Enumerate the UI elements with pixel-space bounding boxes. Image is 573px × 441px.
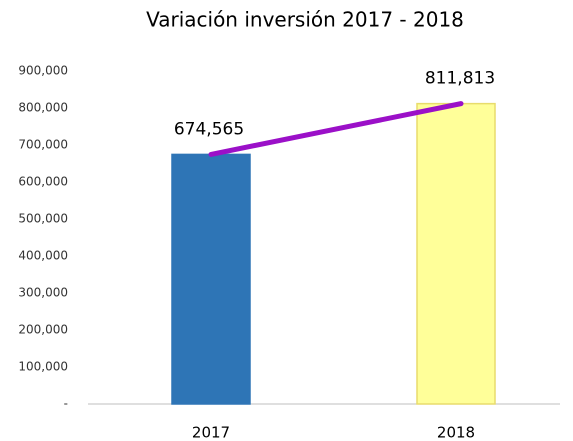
trend-line [208, 101, 464, 157]
y-tick-label: 100,000 [18, 360, 68, 374]
y-tick-label: 400,000 [18, 249, 68, 263]
bar [416, 102, 496, 405]
y-tick-label: 900,000 [18, 64, 68, 78]
y-tick-label: 600,000 [18, 175, 68, 189]
x-tick-label: 2018 [437, 424, 475, 441]
y-tick-label: 700,000 [18, 138, 68, 152]
x-tick-label: 2017 [192, 424, 230, 441]
y-tick-label: 200,000 [18, 323, 68, 337]
y-tick-label: - [64, 397, 68, 411]
chart-title: Variación inversión 2017 - 2018 [146, 8, 464, 32]
y-tick-label: 800,000 [18, 101, 68, 115]
data-label: 674,565 [174, 119, 244, 139]
data-label: 811,813 [425, 69, 495, 89]
y-tick-label: 300,000 [18, 286, 68, 300]
y-tick-label: 500,000 [18, 212, 68, 226]
bar [171, 153, 251, 405]
